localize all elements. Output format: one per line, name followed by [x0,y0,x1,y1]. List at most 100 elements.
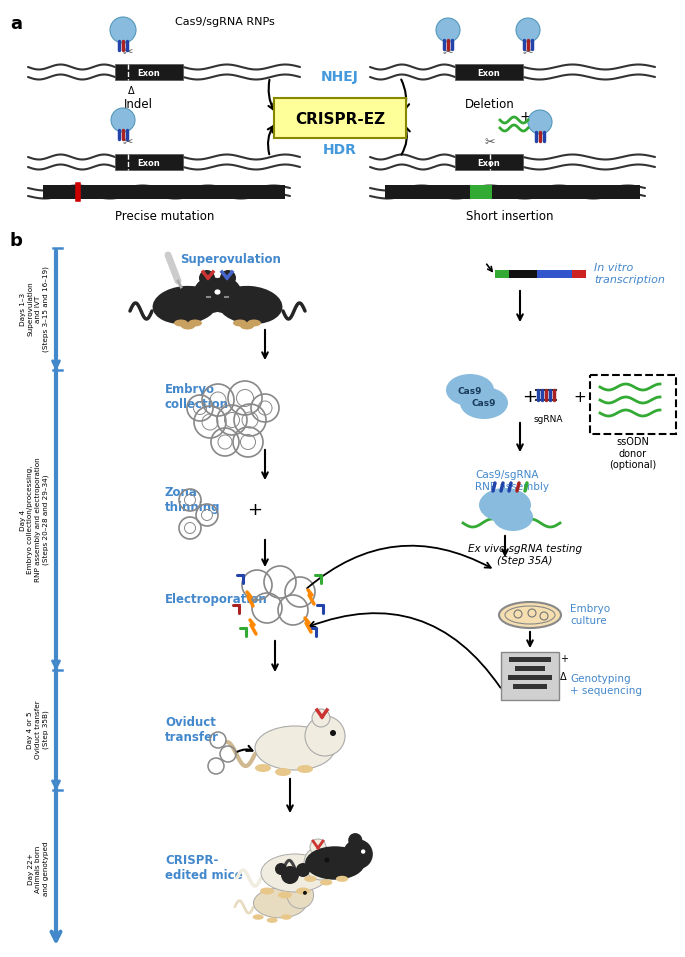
Text: Embryo
collection: Embryo collection [165,383,229,411]
Circle shape [361,850,365,854]
Text: Ex vivo sgRNA testing
(Step 35A): Ex vivo sgRNA testing (Step 35A) [468,545,582,566]
Text: Δ: Δ [560,672,566,682]
Bar [508,675,552,680]
Circle shape [275,863,287,875]
FancyBboxPatch shape [274,98,406,138]
Text: Deletion: Deletion [465,98,515,111]
Ellipse shape [281,914,292,920]
Text: Exon: Exon [138,69,160,78]
Text: ✂: ✂ [123,46,134,58]
Text: Cas9/sgRNA
RNP assembly: Cas9/sgRNA RNP assembly [475,470,549,492]
Ellipse shape [153,286,217,324]
Circle shape [310,839,326,855]
Text: +: + [247,501,262,519]
Bar [115,64,183,80]
Ellipse shape [297,765,313,773]
Text: CRISPR-EZ: CRISPR-EZ [295,112,385,126]
Circle shape [216,290,221,295]
Text: +: + [519,110,531,124]
Ellipse shape [181,323,195,329]
Text: b: b [10,232,23,250]
Bar [455,64,523,80]
Ellipse shape [305,846,365,879]
Text: Exon: Exon [138,159,160,167]
Ellipse shape [188,320,202,326]
Bar [470,185,492,199]
Text: Exon: Exon [477,69,500,78]
Bar [43,185,285,199]
Ellipse shape [174,320,188,326]
Ellipse shape [233,320,247,326]
Text: Cas9: Cas9 [458,387,482,395]
Circle shape [516,18,540,42]
Text: ✂: ✂ [443,46,453,58]
Ellipse shape [247,320,261,326]
Ellipse shape [278,892,292,899]
Text: Electroporation: Electroporation [165,593,268,607]
Circle shape [220,270,236,286]
Ellipse shape [255,764,271,772]
Text: Zona
thinning: Zona thinning [165,486,221,514]
Circle shape [305,716,345,756]
Text: Oviduct
transfer: Oviduct transfer [165,716,219,744]
Ellipse shape [304,876,316,882]
Text: Day 22+
Animals born
and genotyped: Day 22+ Animals born and genotyped [28,842,49,897]
Bar [537,270,572,278]
Ellipse shape [255,726,335,770]
Circle shape [304,846,338,880]
Ellipse shape [336,876,348,882]
Bar [515,666,545,671]
Text: +: + [523,388,538,406]
Circle shape [312,709,330,727]
Ellipse shape [253,888,306,918]
Bar [385,185,640,199]
Circle shape [287,882,314,908]
Bar [115,154,183,170]
Text: CRISPR-
edited mice: CRISPR- edited mice [165,854,242,882]
Text: +: + [560,654,568,664]
Text: ✂: ✂ [485,136,495,148]
Text: HDR: HDR [323,143,357,157]
Bar [455,154,523,170]
Bar [509,270,537,278]
Circle shape [325,857,329,862]
Circle shape [111,108,135,132]
Circle shape [348,834,362,847]
Ellipse shape [493,503,533,531]
Text: ssODN
donor
(optional): ssODN donor (optional) [610,437,657,470]
Bar [513,684,547,689]
Text: Day 4 or 5
Oviduct transfer
(Step 35B): Day 4 or 5 Oviduct transfer (Step 35B) [27,701,49,759]
Text: Precise mutation: Precise mutation [115,210,214,223]
Ellipse shape [266,918,277,923]
Circle shape [330,730,336,736]
Ellipse shape [296,887,310,895]
Text: Day 4
Embryo collection/processing,
RNP assembly and electroporation
(Steps 20–2: Day 4 Embryo collection/processing, RNP … [20,457,49,582]
Ellipse shape [260,887,274,895]
Ellipse shape [218,286,282,324]
Text: Cas9/sgRNA RNPs: Cas9/sgRNA RNPs [175,17,275,27]
Text: Days 1–3
Superovulation
and IVT
(Steps 3–15 and 16–19): Days 1–3 Superovulation and IVT (Steps 3… [20,266,49,352]
Text: Superovulation: Superovulation [180,254,281,266]
Bar [495,270,509,278]
Ellipse shape [240,323,254,329]
Text: Genotyping
+ sequencing: Genotyping + sequencing [570,674,642,696]
Text: a: a [10,15,22,33]
Bar [572,270,586,278]
Ellipse shape [261,854,329,892]
Circle shape [199,270,215,286]
FancyBboxPatch shape [501,652,559,700]
Text: Cas9: Cas9 [472,399,496,409]
Text: ✂: ✂ [523,46,533,58]
Circle shape [206,277,242,313]
Text: Δ: Δ [127,86,134,96]
Text: ✂: ✂ [123,136,134,148]
Ellipse shape [253,914,264,920]
Ellipse shape [446,374,494,406]
Circle shape [436,18,460,42]
Text: sgRNA: sgRNA [533,415,563,424]
Text: Short insertion: Short insertion [466,210,553,223]
Circle shape [303,891,307,895]
Text: NHEJ: NHEJ [321,70,359,84]
Ellipse shape [275,768,291,776]
Text: +: + [573,389,586,405]
